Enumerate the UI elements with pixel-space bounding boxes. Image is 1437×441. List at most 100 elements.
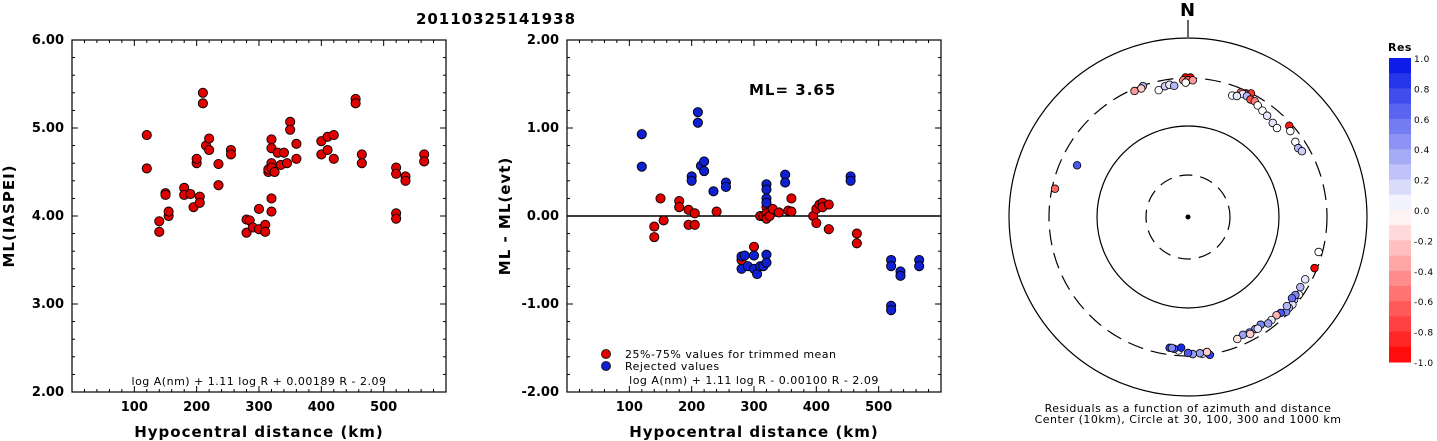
left-data-point [356, 149, 367, 160]
north-label: N [1180, 0, 1196, 21]
colorbar-cell [1389, 316, 1411, 333]
polar-caption-1: Residuals as a function of azimuth and d… [1045, 402, 1332, 415]
left-data-point [154, 226, 165, 237]
middle-ytick-label: -2.00 [522, 385, 559, 400]
left-formula: log A(nm) + 1.11 log R + 0.00189 R - 2.0… [132, 375, 387, 388]
middle-xtick-label: 500 [865, 400, 892, 415]
colorbar-tick-label: -0.8 [1414, 329, 1434, 339]
left-data-point [204, 133, 215, 144]
ring-100km [1096, 125, 1280, 309]
left-xtick-label: 200 [183, 400, 210, 415]
colorbar-cell [1389, 134, 1411, 150]
colorbar-cell [1389, 88, 1411, 105]
middle-data-point [780, 177, 791, 188]
middle-data-point [658, 215, 669, 226]
colorbar-cell [1389, 225, 1411, 241]
middle-data-point [649, 232, 660, 243]
polar-data-point [1232, 91, 1242, 101]
middle-x-axis-label: Hypocentral distance (km) [629, 423, 879, 441]
left-axis-ticks: 2.00 3.00 4.00 5.00 6.00 100 200 300 400 500 [32, 33, 446, 415]
middle-data-point [761, 184, 772, 195]
middle-formula: log A(nm) + 1.11 log R - 0.00100 R - 2.0… [629, 374, 879, 387]
polar-data-point [1314, 247, 1323, 257]
middle-data-point [636, 161, 647, 172]
polar-data-point [1167, 343, 1177, 353]
middle-data-point [886, 305, 897, 316]
colorbar-cell [1389, 346, 1411, 363]
polar-data-point [1253, 101, 1262, 110]
polar-points [1050, 73, 1323, 360]
colorbar-cell [1389, 118, 1411, 135]
middle-data-point [686, 175, 697, 186]
colorbar-tick-label: 0.2 [1414, 177, 1430, 187]
left-xtick-label: 300 [245, 400, 272, 415]
left-data-point [322, 144, 333, 156]
left-data-point [141, 163, 152, 174]
colorbar-cell [1389, 164, 1411, 181]
left-data-point [328, 129, 339, 141]
polar-data-point [1170, 81, 1179, 91]
middle-ytick-label: 2.00 [527, 33, 559, 48]
polar-data-point [1233, 334, 1242, 344]
left-data-point [197, 87, 208, 98]
middle-y-axis-label: ML - ML(evt) [496, 157, 514, 275]
left-data-point [266, 134, 277, 145]
left-data-point [419, 156, 430, 167]
left-xtick-label: 500 [370, 400, 397, 415]
polar-data-point [1310, 263, 1319, 273]
colorbar-cell [1389, 210, 1411, 226]
colorbar-tick-label: -0.6 [1414, 298, 1434, 308]
polar-data-point [1296, 282, 1305, 292]
colorbar-tick-label: -0.2 [1414, 237, 1434, 247]
middle-data-point [649, 221, 660, 232]
colorbar-title: Res [1388, 41, 1412, 54]
polar-data-point [1050, 184, 1060, 193]
polar-data-point [1072, 161, 1082, 170]
left-data-point [204, 144, 215, 156]
middle-data-point [886, 261, 897, 272]
colorbar-cell [1389, 286, 1411, 302]
ml-value: ML= 3.65 [749, 81, 836, 99]
left-ytick-label: 3.00 [32, 297, 64, 312]
left-ytick-label: 4.00 [32, 209, 64, 224]
polar-data-point [1263, 319, 1273, 328]
polar-data-point [1282, 301, 1292, 311]
colorbar-cell [1389, 270, 1411, 287]
left-data-point [260, 226, 271, 237]
left-data-point [291, 153, 302, 164]
middle-data-point [786, 193, 797, 204]
colorbar-cell [1389, 194, 1411, 211]
middle-points [636, 107, 925, 316]
left-data-point [154, 216, 165, 227]
middle-data-point [655, 193, 666, 204]
middle-xtick-label: 100 [616, 400, 643, 415]
polar-data-point [1253, 324, 1263, 333]
middle-data-point [699, 166, 710, 177]
colorbar-cell [1389, 58, 1411, 74]
legend-red-marker [601, 349, 611, 359]
colorbar-tick-label: 0.8 [1414, 85, 1430, 95]
ring-1000km [1008, 37, 1368, 397]
colorbar-tick-label: 0.4 [1414, 146, 1430, 156]
left-data-point [391, 168, 402, 179]
colorbar-cells [1389, 58, 1411, 363]
middle-xtick-label: 400 [803, 400, 830, 415]
middle-data-point [895, 270, 906, 281]
left-data-point [197, 98, 208, 109]
left-data-point [281, 158, 293, 169]
colorbar-cell [1389, 255, 1411, 272]
figure-title: 20110325141938 [416, 10, 576, 28]
center-point [1185, 214, 1191, 220]
colorbar-tick-label: -1.0 [1414, 359, 1434, 369]
polar-data-point [1272, 123, 1282, 133]
middle-data-point [636, 129, 647, 140]
middle-data-point [851, 228, 862, 239]
left-data-point [191, 153, 202, 164]
colorbar-cell [1389, 149, 1411, 165]
left-data-point [356, 158, 367, 169]
polar-data-point [1245, 329, 1255, 339]
left-data-point [213, 180, 224, 191]
middle-data-point [845, 175, 856, 186]
ring-30km [1145, 174, 1231, 260]
